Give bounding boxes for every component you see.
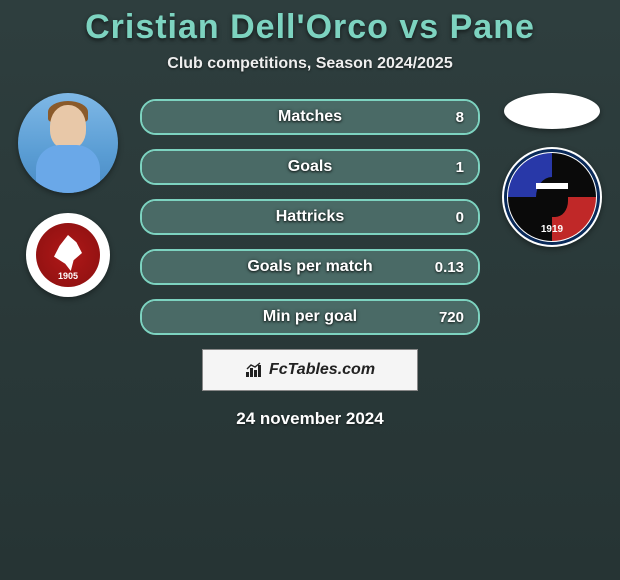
page-subtitle: Club competitions, Season 2024/2025	[0, 55, 620, 73]
snapshot-date: 24 november 2024	[0, 409, 620, 429]
left-club-badge: 1905	[26, 213, 110, 297]
stat-label: Min per goal	[142, 301, 478, 333]
stat-row: Goals per match0.13	[140, 249, 480, 285]
stat-label: Goals per match	[142, 251, 478, 283]
stat-right-value: 0	[456, 201, 464, 233]
stat-right-value: 0.13	[435, 251, 464, 283]
stat-right-value: 8	[456, 101, 464, 133]
stat-right-value: 1	[456, 151, 464, 183]
stat-row: Goals1	[140, 149, 480, 185]
right-club-badge: 1919	[502, 147, 602, 247]
left-player-column: 1905	[8, 93, 128, 297]
brand-badge: FcTables.com	[202, 349, 418, 391]
left-player-avatar	[18, 93, 118, 193]
stat-row: Min per goal720	[140, 299, 480, 335]
brand-text: FcTables.com	[269, 361, 375, 379]
page-title: Cristian Dell'Orco vs Pane	[0, 0, 620, 47]
left-club-year: 1905	[26, 271, 110, 281]
right-club-year: 1919	[502, 224, 602, 235]
stat-label: Hattricks	[142, 201, 478, 233]
stat-row: Matches8	[140, 99, 480, 135]
stat-right-value: 720	[439, 301, 464, 333]
stat-label: Goals	[142, 151, 478, 183]
right-player-column: 1919	[492, 93, 612, 247]
right-player-avatar	[504, 93, 600, 129]
stat-label: Matches	[142, 101, 478, 133]
stat-row: Hattricks0	[140, 199, 480, 235]
stat-bars: Matches8Goals1Hattricks0Goals per match0…	[140, 93, 480, 335]
bars-icon	[245, 362, 265, 378]
comparison-content: 1905 1919 Matches8 Goals1 Hattricks0 Goals …	[0, 93, 620, 429]
